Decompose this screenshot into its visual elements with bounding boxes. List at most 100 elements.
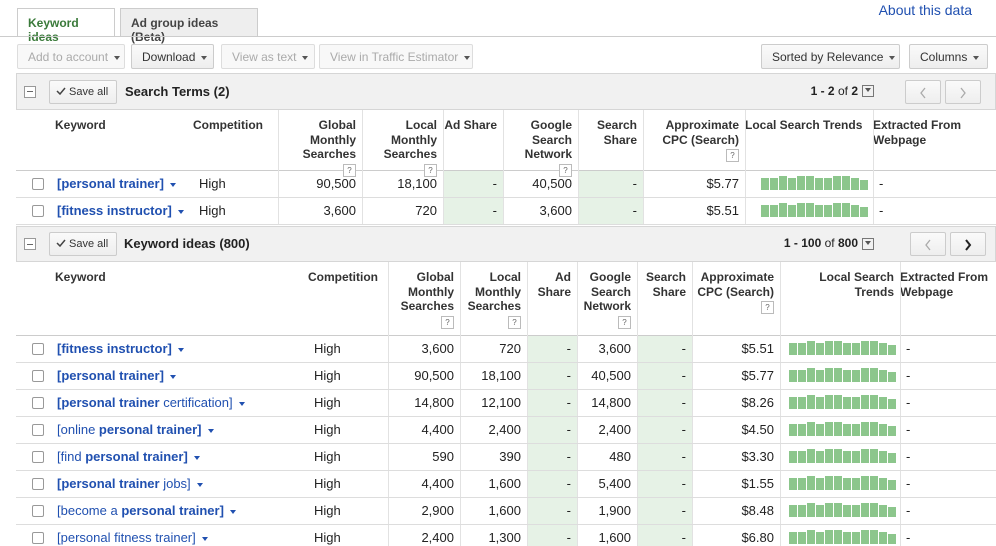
help-icon[interactable]: ? — [761, 301, 774, 314]
row-checkbox[interactable] — [32, 205, 44, 217]
help-icon[interactable]: ? — [441, 315, 454, 329]
column-header[interactable]: Local Search Trends — [780, 270, 894, 299]
help-icon[interactable]: ? — [618, 315, 631, 329]
column-header[interactable]: Google Search Network? — [577, 270, 631, 329]
cell: 2,900 — [421, 503, 454, 518]
trend-bar — [860, 180, 868, 190]
row-checkbox[interactable] — [32, 505, 44, 517]
column-header[interactable]: Ad Share — [527, 270, 571, 299]
column-divider — [873, 110, 874, 224]
cell: 4,400 — [421, 422, 454, 437]
save-all-button[interactable]: Save all — [49, 232, 117, 256]
column-header[interactable]: Approximate CPC (Search)? — [643, 118, 739, 162]
column-header[interactable]: Local Search Trends — [745, 118, 867, 133]
keyword-part: [personal fitness trainer] — [57, 530, 196, 545]
column-header[interactable]: Local Monthly Searches? — [362, 118, 437, 177]
trend-bar — [798, 451, 806, 463]
column-divider — [362, 110, 363, 224]
row-checkbox[interactable] — [32, 370, 44, 382]
cell: 12,100 — [481, 395, 521, 410]
help-icon[interactable]: ? — [726, 149, 739, 162]
row-checkbox[interactable] — [32, 343, 44, 355]
row-checkbox[interactable] — [32, 532, 44, 544]
trend-bar — [789, 451, 797, 463]
cell: - — [906, 449, 911, 464]
row-divider — [16, 224, 996, 225]
column-header[interactable]: Keyword — [55, 270, 302, 285]
help-icon[interactable]: ? — [424, 163, 437, 177]
save-all-button[interactable]: Save all — [49, 79, 117, 104]
column-header[interactable]: Competition — [308, 270, 382, 285]
tab[interactable]: Ad group ideas (Beta) — [120, 8, 258, 44]
keyword-link[interactable]: [find personal trainer] — [57, 449, 200, 464]
tab[interactable]: Keyword ideas — [17, 8, 115, 44]
keyword-link[interactable]: [personal trainer certification] — [57, 395, 245, 410]
trend-bar — [870, 341, 878, 355]
collapse-icon[interactable] — [24, 85, 36, 98]
page-menu[interactable] — [862, 237, 874, 250]
column-header[interactable]: Google Search Network? — [503, 118, 572, 177]
toolbar-button[interactable]: Sorted by Relevance — [761, 44, 900, 69]
column-header[interactable]: Search Share — [578, 118, 637, 147]
collapse-icon[interactable] — [24, 238, 36, 250]
page-nav[interactable] — [945, 79, 981, 104]
keyword-part: personal trainer] — [121, 503, 224, 518]
column-header[interactable]: Ad Share — [443, 118, 497, 133]
column-header[interactable]: Extracted From Webpage — [900, 270, 990, 299]
keyword-link[interactable]: [personal fitness trainer] — [57, 530, 208, 545]
page-nav[interactable] — [905, 79, 941, 104]
cell: - — [566, 449, 571, 464]
help-icon[interactable]: ? — [508, 315, 521, 329]
keyword-part: [become a — [57, 503, 122, 518]
row-divider — [16, 416, 996, 417]
help-icon[interactable]: ? — [559, 163, 572, 177]
help-icon[interactable]: ? — [343, 163, 356, 177]
row-checkbox[interactable] — [32, 451, 44, 463]
trend-bar — [888, 426, 896, 436]
keyword-link[interactable]: [fitness instructor] — [57, 203, 184, 218]
header-label: Extracted From Webpage — [873, 118, 962, 147]
trend-bar — [789, 478, 797, 490]
row-checkbox[interactable] — [32, 397, 44, 409]
column-header[interactable]: Keyword — [55, 118, 184, 133]
row-divider — [16, 443, 996, 444]
trend-bar — [852, 397, 860, 409]
page-nav[interactable] — [910, 232, 946, 256]
page-menu[interactable] — [862, 85, 874, 98]
column-header[interactable]: Search Share — [637, 270, 686, 299]
cell: - — [879, 203, 884, 218]
column-header[interactable]: Local Monthly Searches? — [460, 270, 521, 329]
keyword-part: certification] — [159, 395, 233, 410]
shaded-cell — [638, 390, 692, 416]
trend-bar — [798, 343, 806, 355]
keyword-link[interactable]: [personal trainer jobs] — [57, 476, 203, 491]
keyword-link[interactable]: [personal trainer] — [57, 176, 176, 191]
row-checkbox[interactable] — [32, 478, 44, 490]
keyword-link[interactable]: [personal trainer] — [57, 368, 176, 383]
cell: 14,800 — [591, 395, 631, 410]
column-header[interactable]: Competition — [193, 118, 272, 133]
cell: $5.51 — [706, 203, 739, 218]
toolbar-button[interactable]: Download — [131, 44, 214, 69]
trend-bar — [824, 205, 832, 217]
keyword-link[interactable]: [become a personal trainer] — [57, 503, 236, 518]
page-nav[interactable] — [950, 232, 986, 256]
trend-bar — [770, 205, 778, 217]
column-header[interactable]: Global Monthly Searches? — [278, 118, 356, 177]
trend-bar — [761, 205, 769, 217]
row-checkbox[interactable] — [32, 424, 44, 436]
header-label: Search Share — [645, 270, 686, 299]
column-header[interactable]: Extracted From Webpage — [873, 118, 990, 147]
cell: 2,400 — [488, 422, 521, 437]
trend-bar — [834, 368, 842, 382]
row-checkbox[interactable] — [32, 178, 44, 190]
column-divider — [637, 262, 638, 546]
toolbar-button[interactable]: Columns — [909, 44, 988, 69]
column-header[interactable]: Global Monthly Searches? — [388, 270, 454, 329]
header-label: Search Share — [596, 118, 637, 147]
column-header[interactable]: Approximate CPC (Search)? — [692, 270, 774, 314]
keyword-link[interactable]: [fitness instructor] — [57, 341, 184, 356]
about-link[interactable]: About this data — [878, 2, 972, 18]
keyword-link[interactable]: [online personal trainer] — [57, 422, 214, 437]
cell: High — [314, 422, 341, 437]
